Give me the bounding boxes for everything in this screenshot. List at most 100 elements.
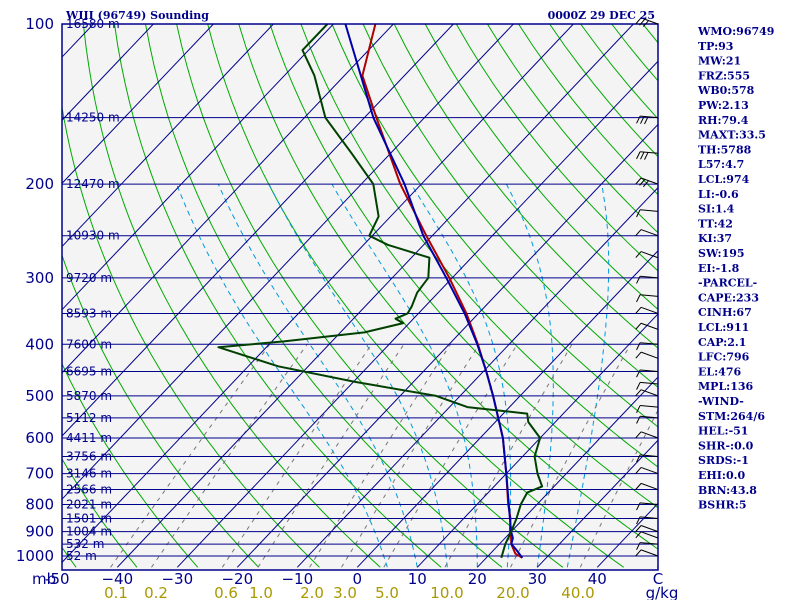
barb-flag (635, 549, 642, 557)
height-label: 8593 m (66, 306, 112, 320)
wind-barb (636, 516, 659, 525)
wind-barb (636, 209, 659, 218)
isotherm-line (62, 24, 574, 564)
moist-adiabat-line (176, 183, 388, 568)
stability-index-label: BRN:43.8 (698, 484, 757, 497)
mixing-ratio-line (444, 344, 573, 568)
mixing-ratio-line (110, 344, 271, 568)
moist-adiabat-line (268, 183, 448, 568)
wind-barb (635, 525, 659, 533)
isotherm-line (416, 313, 658, 568)
stability-index-label: SRDS:-1 (698, 454, 749, 467)
stability-index-label: WB0:578 (697, 84, 755, 97)
barb-flag (642, 180, 649, 188)
wind-barb (636, 369, 659, 378)
wind-barb (635, 531, 659, 539)
barb-shaft (640, 17, 659, 25)
wind-barb (635, 17, 659, 27)
barb-shaft (640, 431, 659, 439)
mixing-ratio-line (383, 344, 518, 568)
stability-index-label: PW:2.13 (698, 99, 749, 112)
stability-index-label: EL:476 (698, 365, 741, 378)
wind-barb (635, 389, 659, 397)
isotherm-line (62, 24, 274, 248)
stability-index-label: TP:93 (698, 40, 733, 53)
isotherm-line (62, 24, 214, 185)
pressure-tick-label: 200 (25, 175, 54, 193)
temperature-tick-label: 10 (408, 570, 427, 588)
mixing-ratio-tick-label: 40.0 (561, 584, 594, 600)
wind-barb (635, 482, 659, 491)
wind-barb (635, 431, 659, 439)
barb-flag (636, 294, 641, 303)
barb-flag (642, 20, 649, 27)
wind-barb (636, 502, 659, 511)
mixing-ratio-line (579, 409, 658, 568)
isotherm-line (116, 24, 634, 568)
barb-flag (635, 467, 642, 474)
barb-flag (640, 116, 645, 124)
height-label: 6695 m (66, 365, 112, 379)
mixing-ratio-line (221, 344, 372, 568)
isotherm-line (176, 60, 658, 568)
isotherm-line (62, 24, 454, 437)
mixing-ratio-unit-label: g/kg (646, 584, 679, 600)
height-label: 5870 m (66, 389, 112, 403)
barb-flag (636, 369, 641, 378)
station-title: WIII (96749) Sounding (65, 9, 209, 22)
temperature-tick-label: −30 (161, 570, 193, 588)
stability-index-label: EI:-1.8 (698, 262, 740, 275)
pressure-tick-label: 1000 (16, 547, 54, 565)
pressure-tick-label: 500 (25, 387, 54, 405)
mixing-ratio-tick-label: 0.1 (104, 584, 128, 600)
barb-flag (640, 151, 645, 160)
barb-flag (636, 382, 641, 390)
isotherm-line (62, 24, 154, 121)
barb-flag (644, 116, 649, 125)
mixing-ratio-line (341, 344, 480, 568)
isotherm-line (62, 24, 394, 374)
barb-shaft (640, 229, 659, 237)
dry-adiabat-line (331, 24, 658, 428)
barb-shaft (640, 516, 659, 519)
barb-flag (635, 389, 642, 397)
height-label: 10930 m (66, 229, 120, 243)
pressure-tick-label: 800 (25, 495, 54, 513)
pressure-tick-label: 400 (25, 335, 54, 353)
mixing-ratio-tick-label: 0.6 (214, 584, 238, 600)
pressure-tick-label: 100 (25, 15, 54, 33)
stability-index-label: FRZ:555 (698, 69, 750, 82)
barb-flag (635, 351, 642, 359)
mixing-ratio-line (309, 344, 451, 568)
isotherm-line (62, 24, 514, 500)
barb-shaft (640, 405, 659, 408)
stability-index-label: RH:79.4 (698, 114, 749, 127)
height-label: 2566 m (66, 483, 112, 497)
isotherm-line (536, 439, 658, 568)
height-label: 4411 m (66, 431, 112, 445)
dry-adiabat-line (62, 457, 138, 568)
barb-shaft (640, 209, 659, 212)
barb-shaft (640, 306, 659, 314)
stability-index-label: MAXT:33.5 (698, 129, 766, 142)
barb-shaft (640, 466, 659, 475)
sounding-profile-2 (217, 24, 544, 559)
sounding-profile-1 (344, 24, 524, 559)
stability-index-label: -WIND- (698, 395, 744, 408)
mixing-ratio-tick-label: 3.0 (333, 584, 357, 600)
height-label: 52 m (66, 549, 97, 563)
temperature-tick-label: −10 (281, 570, 313, 588)
isotherm-line (62, 24, 334, 311)
mixing-ratio-line (151, 344, 308, 568)
stability-index-label: MPL:136 (698, 380, 754, 393)
mixing-ratio-tick-label: 10.0 (430, 584, 463, 600)
barb-flag (635, 229, 642, 236)
stability-index-label: LFC:796 (698, 351, 750, 364)
wind-barb (635, 251, 659, 259)
wind-barb (635, 351, 659, 359)
stability-index-label: CINH:67 (698, 306, 752, 319)
barb-shaft (640, 454, 659, 457)
barb-shaft (640, 151, 659, 154)
mixing-ratio-line (510, 344, 631, 568)
